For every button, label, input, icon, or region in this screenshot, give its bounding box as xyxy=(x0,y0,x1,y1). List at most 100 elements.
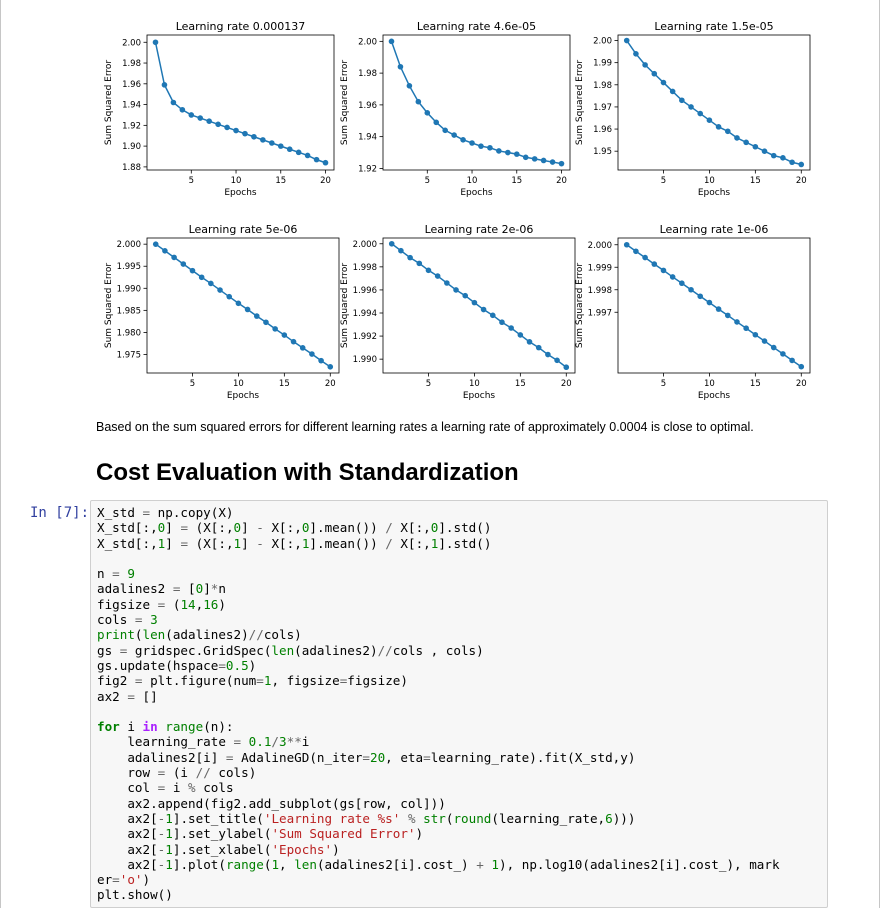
data-point xyxy=(322,159,329,166)
y-tick-label: 2.000 xyxy=(117,240,141,250)
y-tick-label: 1.997 xyxy=(588,308,612,318)
x-tick-label: 20 xyxy=(796,379,807,389)
data-point xyxy=(442,127,448,134)
data-point xyxy=(290,338,297,345)
data-point xyxy=(397,63,404,70)
code-line: ​ xyxy=(97,704,780,719)
data-point xyxy=(633,248,639,255)
data-point xyxy=(286,146,293,153)
axes-title: Learning rate 4.6e-05 xyxy=(417,20,536,33)
data-point xyxy=(251,133,257,140)
data-point xyxy=(197,115,204,121)
y-tick-label: 1.996 xyxy=(353,286,377,296)
data-point xyxy=(770,344,777,351)
code-text[interactable]: X_std = np.copy(X) X_std[:,0] = (X[:,0] -… xyxy=(97,505,780,903)
y-tick-label: 1.88 xyxy=(122,163,141,173)
data-point xyxy=(478,143,484,149)
y-axis-label: Sum Squared Error xyxy=(340,60,350,146)
x-tick-label: 15 xyxy=(750,379,761,389)
axes-frame xyxy=(382,237,576,374)
data-point xyxy=(170,99,177,106)
x-tick-label: 5 xyxy=(189,176,194,186)
data-point xyxy=(451,132,457,138)
code-line: ​ xyxy=(97,551,780,566)
x-tick-label: 5 xyxy=(190,379,195,389)
cell-prompt: In [7]: xyxy=(30,505,90,521)
data-point xyxy=(558,160,565,167)
data-point xyxy=(318,357,324,364)
y-axis-label: Sum Squared Error xyxy=(575,60,585,146)
data-point xyxy=(198,274,205,281)
data-point xyxy=(215,121,221,128)
x-tick-label: 20 xyxy=(796,176,807,186)
data-point xyxy=(244,306,251,313)
axes-title: Learning rate 2e-06 xyxy=(425,223,534,236)
data-point xyxy=(487,144,493,151)
data-point xyxy=(281,332,288,338)
markdown-paragraph: Based on the sum squared errors for diff… xyxy=(96,420,754,434)
data-point xyxy=(531,156,538,162)
x-axis-label: Epochs xyxy=(698,391,731,401)
data-point xyxy=(217,287,223,293)
y-tick-label: 1.998 xyxy=(588,286,612,296)
x-tick-label: 20 xyxy=(325,379,336,389)
data-point xyxy=(260,137,266,143)
data-point xyxy=(272,326,278,332)
data-point xyxy=(669,274,676,280)
data-point xyxy=(471,299,478,306)
data-point xyxy=(743,325,749,332)
data-point xyxy=(453,287,459,293)
y-tick-label: 2.000 xyxy=(353,240,377,250)
data-point xyxy=(162,247,168,254)
axes-title: Learning rate 0.000137 xyxy=(176,20,306,33)
y-tick-label: 1.990 xyxy=(353,355,377,365)
data-point xyxy=(715,306,722,312)
data-point xyxy=(688,286,694,293)
code-line: ax2[-1].set_ylabel('Sum Squared Error') xyxy=(97,826,424,842)
y-tick-label: 1.980 xyxy=(117,328,141,338)
y-tick-label: 1.95 xyxy=(593,147,612,157)
data-point xyxy=(226,293,233,300)
data-point xyxy=(540,157,547,164)
subplot-4: Learning rate 5e-06 5 10 15 20 2.000 1.995 1.99… xyxy=(104,223,340,401)
data-point xyxy=(505,149,511,156)
data-point xyxy=(633,51,639,57)
y-tick-label: 1.96 xyxy=(358,101,377,111)
output-plots-area: Learning rate 0.000137 5 10 15 20 2.00 1.98 1.9… xyxy=(0,0,884,410)
data-point xyxy=(269,140,275,146)
data-point xyxy=(526,339,533,345)
code-cell-editor[interactable]: X_std = np.copy(X) X_std[:,0] = (X[:,0] -… xyxy=(90,500,828,908)
data-point xyxy=(688,104,694,110)
x-tick-label: 20 xyxy=(320,176,331,186)
y-tick-label: 2.00 xyxy=(122,38,141,48)
data-point xyxy=(208,280,214,287)
subplot-6: Learning rate 1e-06 5 10 15 20 2.000 1.999 1.99… xyxy=(575,223,811,401)
x-tick-label: 10 xyxy=(704,176,715,186)
data-point xyxy=(679,97,685,104)
axes-frame xyxy=(617,237,811,374)
x-axis-label: Epochs xyxy=(460,188,493,198)
data-point xyxy=(724,128,731,135)
code-line: ax2[-1].plot(range(1, len(adalines2[i].c… xyxy=(97,856,780,872)
code-line: print(len(adalines2)//cols) xyxy=(97,627,302,643)
data-point xyxy=(180,261,187,267)
data-point xyxy=(798,161,805,168)
y-tick-label: 2.000 xyxy=(588,241,612,251)
y-tick-label: 1.98 xyxy=(358,69,377,79)
x-axis-label: Epochs xyxy=(227,391,260,401)
y-tick-label: 2.00 xyxy=(593,37,612,47)
data-point xyxy=(424,110,431,116)
axes-frame xyxy=(617,34,811,171)
code-line: ax2[-1].set_title('Learning rate %s' % s… xyxy=(97,810,636,826)
data-point xyxy=(179,106,186,113)
data-point xyxy=(388,240,395,247)
y-tick-label: 1.90 xyxy=(122,142,141,152)
x-tick-label: 15 xyxy=(275,176,286,186)
code-line: figsize = (14,16) xyxy=(97,596,226,612)
axes-title: Learning rate 1.5e-05 xyxy=(654,20,773,33)
data-point xyxy=(651,70,658,77)
data-point xyxy=(242,130,248,137)
data-point xyxy=(780,155,786,161)
code-line: X_std = np.copy(X) xyxy=(97,505,234,520)
y-axis-label: Sum Squared Error xyxy=(340,263,350,349)
